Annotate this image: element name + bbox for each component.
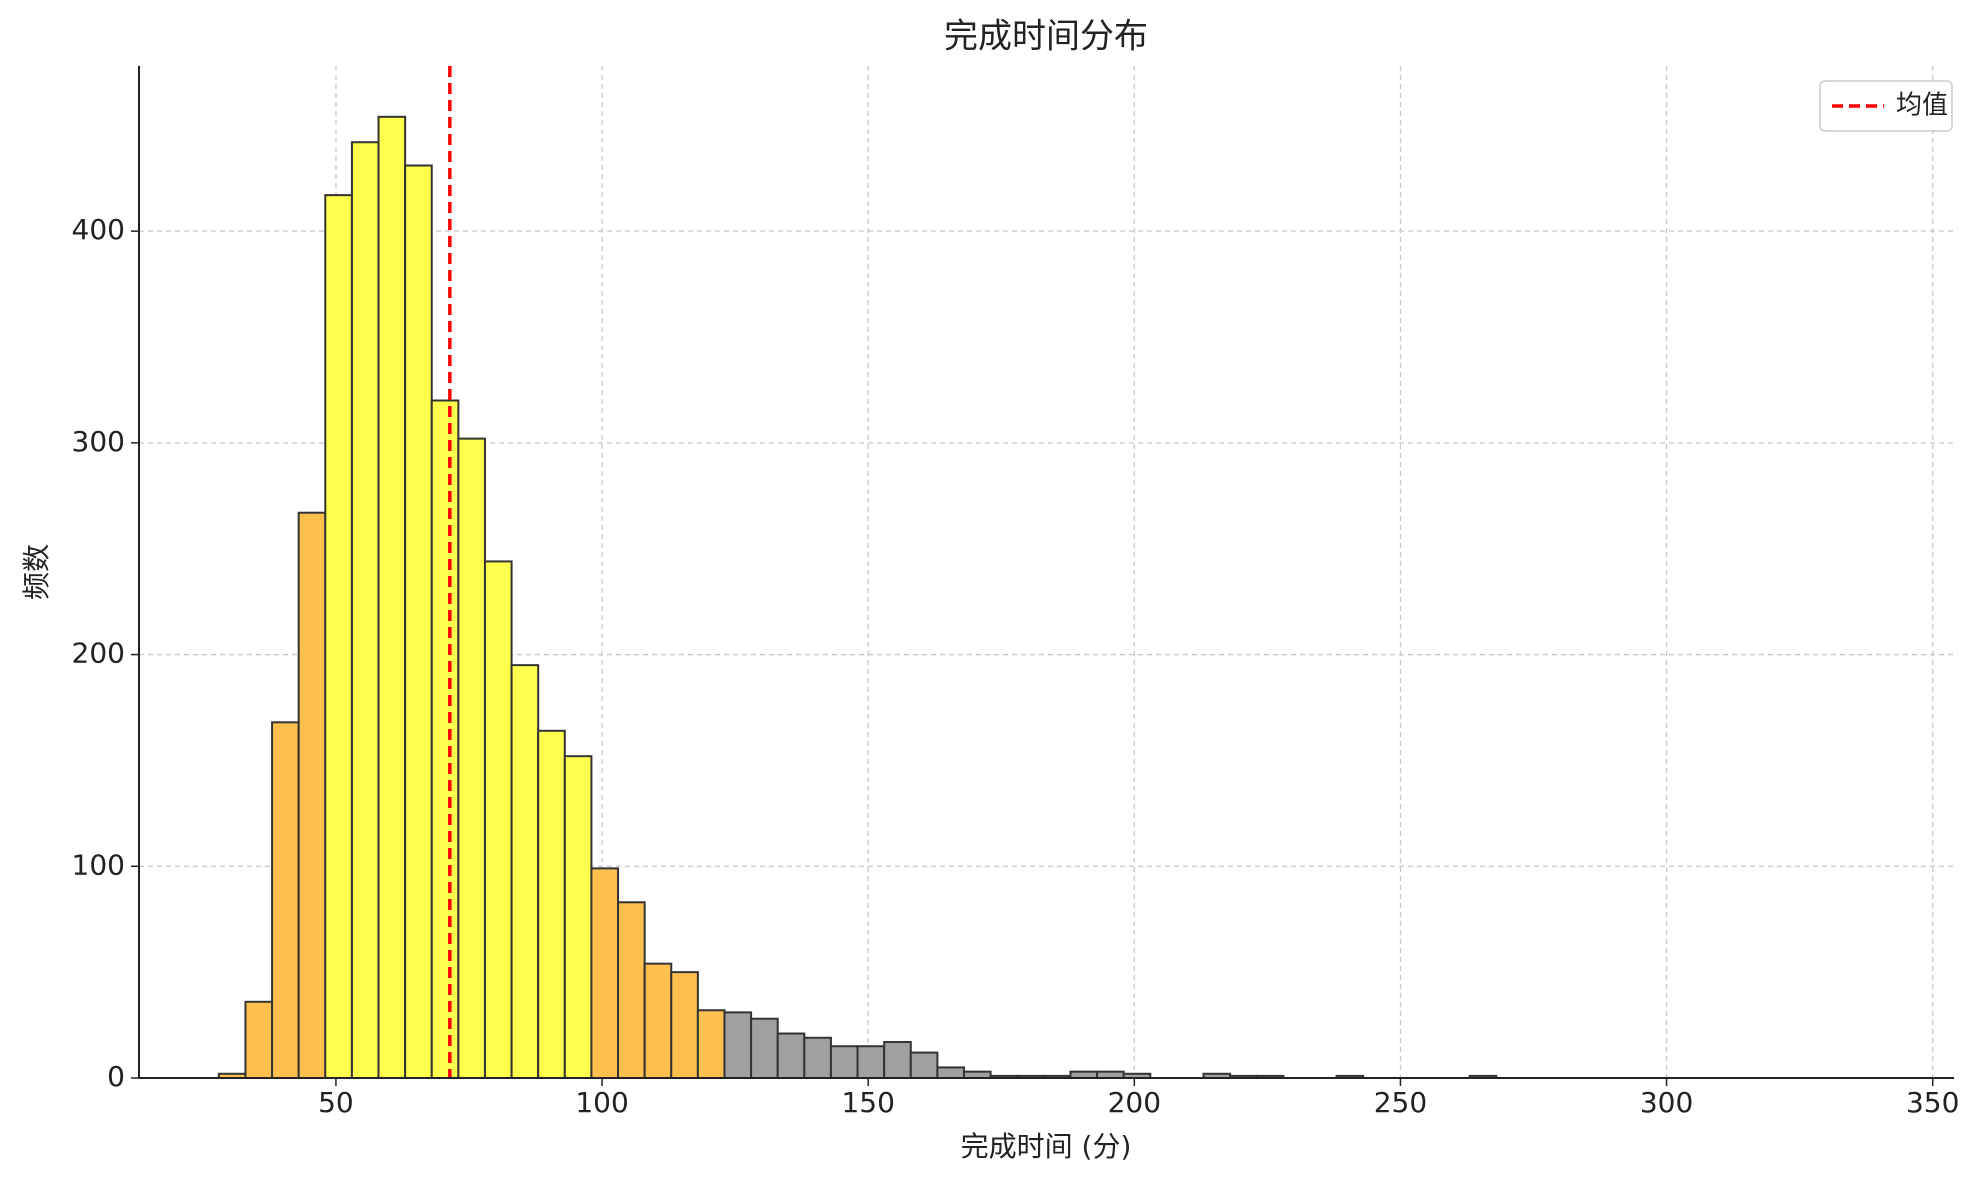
chart-title: 完成时间分布 bbox=[944, 17, 1148, 57]
histogram-bar bbox=[750, 1017, 779, 1079]
x-tick-label: 350 bbox=[1906, 1086, 1959, 1119]
y-tick-label: 200 bbox=[72, 637, 125, 670]
legend-label: 均值 bbox=[1896, 91, 1948, 121]
x-axis-label: 完成时间 (分) bbox=[961, 1130, 1132, 1163]
y-axis-label: 频数 bbox=[20, 544, 53, 600]
histogram-bar bbox=[590, 867, 620, 1079]
x-tick-label: 300 bbox=[1640, 1086, 1693, 1119]
histogram-bar bbox=[430, 399, 460, 1080]
histogram-bar bbox=[537, 729, 566, 1079]
x-tick-label: 50 bbox=[318, 1086, 354, 1119]
x-tick-label: 250 bbox=[1374, 1086, 1427, 1119]
x-tick-label: 200 bbox=[1108, 1086, 1161, 1119]
histogram-bar bbox=[883, 1041, 912, 1080]
histogram-bar bbox=[723, 1011, 753, 1080]
histogram-bar bbox=[803, 1036, 832, 1079]
histogram-bar bbox=[696, 1009, 726, 1079]
x-tick-label: 100 bbox=[575, 1086, 628, 1119]
histogram-bar bbox=[936, 1066, 965, 1079]
y-tick-label: 300 bbox=[72, 425, 125, 458]
histogram-bar bbox=[670, 971, 699, 1080]
histogram-bar bbox=[271, 721, 300, 1079]
histogram-bar bbox=[244, 1000, 274, 1079]
histogram-bar bbox=[297, 511, 327, 1079]
histogram-bar bbox=[483, 560, 513, 1079]
legend-box bbox=[1819, 80, 1953, 132]
histogram-bar bbox=[856, 1045, 886, 1079]
histogram-bar bbox=[404, 164, 433, 1079]
histogram-bar bbox=[563, 755, 593, 1079]
histogram-bar bbox=[350, 141, 380, 1079]
y-tick-label: 100 bbox=[72, 848, 125, 881]
histogram-bar bbox=[909, 1051, 939, 1079]
histogram-bar bbox=[617, 901, 646, 1079]
y-tick-label: 0 bbox=[107, 1060, 125, 1093]
histogram-bar bbox=[829, 1045, 859, 1079]
histogram-bar bbox=[510, 664, 540, 1079]
y-tick-label: 400 bbox=[72, 213, 125, 246]
histogram-bar bbox=[324, 194, 353, 1080]
histogram-bar bbox=[457, 437, 486, 1079]
histogram-bar bbox=[776, 1032, 806, 1080]
histogram-bar bbox=[377, 115, 407, 1080]
x-tick-label: 150 bbox=[841, 1086, 894, 1119]
histogram-bar bbox=[643, 962, 673, 1080]
